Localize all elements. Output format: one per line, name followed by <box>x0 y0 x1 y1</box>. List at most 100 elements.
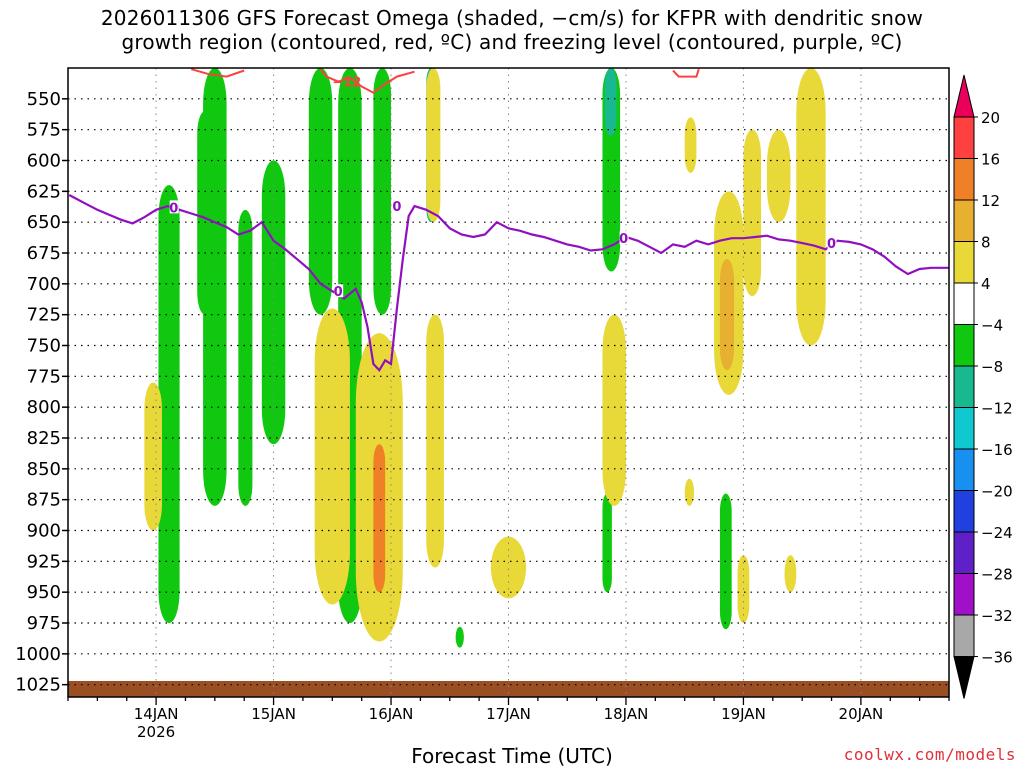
y-tick-label: 600 <box>27 151 61 172</box>
omega-region <box>684 478 695 506</box>
y-tick-label: 775 <box>27 366 61 387</box>
colorbar-label: 4 <box>981 275 991 293</box>
colorbar-label: −12 <box>981 400 1013 418</box>
y-tick-label: 925 <box>27 551 61 572</box>
freezing-label-bg <box>334 284 344 298</box>
omega-region <box>238 209 253 506</box>
grid-lines <box>68 68 949 697</box>
colorbar-low-triangle <box>953 656 975 699</box>
colorbar-label: −8 <box>981 358 1003 376</box>
freezing-label-bg <box>619 231 629 245</box>
freezing-label-bg <box>169 200 179 214</box>
colorbar-segment <box>953 407 975 450</box>
freezing-level-label: 0 <box>334 285 343 300</box>
colorbar-label: −20 <box>981 483 1013 501</box>
colorbar-label: −24 <box>981 524 1013 542</box>
x-tick-sublabel: 2026 <box>137 723 175 741</box>
colorbar-label: −36 <box>981 649 1013 667</box>
y-tick-label: 900 <box>27 521 61 542</box>
omega-region <box>426 314 444 568</box>
x-tick-label: 15JAN <box>251 705 296 723</box>
colorbar-label: 20 <box>981 109 1000 127</box>
omega-region <box>684 117 697 173</box>
x-tick-label: 17JAN <box>486 705 531 723</box>
y-tick-label: 575 <box>27 120 61 141</box>
colorbar-segment <box>953 614 975 657</box>
omega-region <box>373 68 392 315</box>
freezing-level-label: 0 <box>392 200 401 215</box>
y-tick-label: 1025 <box>15 675 61 696</box>
terrain-area <box>68 680 949 697</box>
y-tick-label: 850 <box>27 459 61 480</box>
freezing-level-line <box>68 194 949 373</box>
x-tick-label: 14JAN <box>134 705 179 723</box>
freezing-level-label: 0 <box>619 232 628 247</box>
dgz-contour-line <box>672 68 700 78</box>
dendritic-growth-contours: −12 <box>191 68 700 94</box>
colorbar-segment <box>953 282 975 325</box>
omega-region <box>308 68 333 315</box>
y-axis: 550 575 600 625 650 675 700 725 750 775 800 825 850 8… <box>15 89 68 696</box>
freezing-level-contour: 0 0 0 0 0 <box>68 194 949 373</box>
y-tick-label: 975 <box>27 613 61 634</box>
y-tick-label: 750 <box>27 336 61 357</box>
colorbar-label: −28 <box>981 566 1013 584</box>
colorbar-segment <box>953 116 975 159</box>
omega-shading <box>144 68 826 648</box>
x-tick-label: 16JAN <box>369 705 414 723</box>
y-tick-label: 950 <box>27 582 61 603</box>
freezing-label-bg <box>827 236 837 250</box>
y-tick-label: 700 <box>27 274 61 295</box>
omega-region <box>158 185 180 623</box>
dgz-contour-line <box>191 68 245 78</box>
x-tick-label: 20JAN <box>839 705 884 723</box>
freezing-level-label: 0 <box>169 201 178 216</box>
title-line-2: growth region (contoured, red, ºC) and f… <box>121 30 903 54</box>
colorbar-label: 16 <box>981 151 1000 169</box>
x-tick-label: 19JAN <box>721 705 766 723</box>
omega-region <box>144 382 162 531</box>
dgz-contour-line <box>319 68 415 94</box>
y-tick-label: 875 <box>27 490 61 511</box>
omega-region <box>604 68 617 136</box>
omega-region <box>743 129 762 297</box>
colorbar-segment <box>953 531 975 574</box>
omega-region <box>490 536 527 599</box>
freezing-label-bg <box>392 199 402 213</box>
omega-region <box>602 493 612 593</box>
colorbar-high-triangle <box>953 74 975 118</box>
omega-region <box>784 555 797 593</box>
credit-link[interactable]: coolwx.com/models <box>843 745 1016 764</box>
omega-region <box>796 68 826 346</box>
omega-region <box>766 129 791 223</box>
colorbar-segment <box>953 365 975 408</box>
y-tick-label: 1000 <box>15 644 61 665</box>
y-tick-label: 675 <box>27 243 61 264</box>
title-line-1: 2026011306 GFS Forecast Omega (shaded, −… <box>100 6 924 30</box>
colorbar-segment <box>953 158 975 201</box>
colorbar-segment <box>953 490 975 533</box>
colorbar: 20 16 12 8 4 −4 −8 −12 −16 −20 −24 −28 −32 −36 <box>953 74 1013 699</box>
omega-region <box>203 68 227 506</box>
colorbar-label: 8 <box>981 234 991 252</box>
dgz-contour-label: −12 <box>332 76 361 91</box>
chart-title: 2026011306 GFS Forecast Omega (shaded, −… <box>0 6 1024 54</box>
omega-region <box>455 626 464 648</box>
colorbar-label: −4 <box>981 317 1003 335</box>
y-tick-label: 550 <box>27 89 61 110</box>
omega-region <box>314 308 350 605</box>
omega-region <box>719 259 735 371</box>
y-tick-label: 625 <box>27 181 61 202</box>
x-axis-title: Forecast Time (UTC) <box>411 744 613 768</box>
y-tick-label: 825 <box>27 428 61 449</box>
colorbar-label: 12 <box>981 192 1000 210</box>
omega-region <box>602 314 626 506</box>
omega-region <box>373 444 386 593</box>
omega-region <box>426 68 441 223</box>
y-tick-label: 725 <box>27 305 61 326</box>
colorbar-segment <box>953 241 975 284</box>
colorbar-segment <box>953 573 975 616</box>
y-tick-label: 800 <box>27 397 61 418</box>
